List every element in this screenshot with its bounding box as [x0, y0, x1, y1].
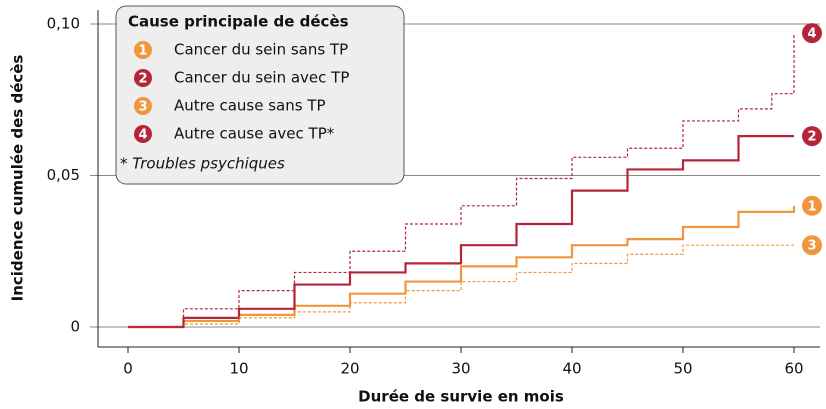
- badge-label: 3: [138, 100, 147, 115]
- legend-title: Cause principale de décès: [128, 13, 349, 31]
- badge: [134, 125, 152, 143]
- x-tick-label: 50: [673, 360, 692, 378]
- x-tick-label: 40: [562, 360, 581, 378]
- badge: [802, 195, 822, 216]
- legend-label: Autre cause sans TP: [174, 97, 326, 115]
- badge: [134, 41, 152, 59]
- badge-label: 3: [807, 239, 816, 254]
- legend-label: Autre cause avec TP*: [174, 125, 335, 143]
- x-tick-label: 30: [451, 360, 470, 378]
- badge: [802, 235, 822, 256]
- x-tick-label: 0: [123, 360, 133, 378]
- legend-label: Cancer du sein avec TP: [174, 69, 349, 87]
- legend-box: [115, 5, 405, 185]
- badge-label: 4: [138, 128, 147, 143]
- y-axis-title: Incidence cumulée des décès: [9, 55, 27, 302]
- x-tick-label: 60: [784, 360, 803, 378]
- series-line: [128, 135, 794, 329]
- y-tick-label: 0: [70, 318, 80, 336]
- badge: [802, 23, 822, 44]
- y-tick-label: 0,10: [47, 15, 80, 33]
- y-tick-label: 0,05: [47, 166, 80, 184]
- badge: [134, 97, 152, 115]
- badge-label: 2: [807, 130, 816, 145]
- badge-label: 4: [807, 27, 816, 42]
- badge-label: 1: [807, 199, 816, 214]
- badge: [802, 126, 822, 147]
- x-tick-label: 20: [340, 360, 359, 378]
- x-tick-label: 10: [229, 360, 248, 378]
- series-line: [128, 244, 794, 328]
- badge-label: 1: [138, 44, 147, 59]
- x-axis-title: Durée de survie en mois: [358, 388, 564, 406]
- series-line: [128, 33, 795, 328]
- badge: [134, 69, 152, 87]
- legend-label: Cancer du sein sans TP: [174, 41, 348, 59]
- badge-label: 2: [138, 72, 147, 87]
- legend-note: * Troubles psychiques: [120, 155, 285, 173]
